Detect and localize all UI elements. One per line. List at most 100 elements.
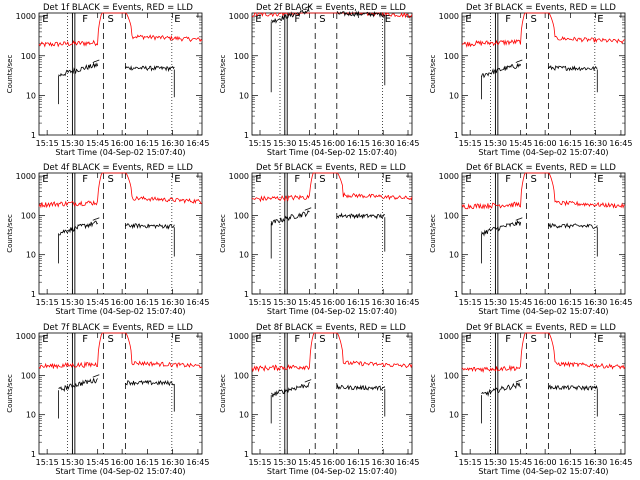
chart-title: Det 8f BLACK = Events, RED = LLD <box>256 323 406 333</box>
x-tick-label: 15:30 <box>61 458 84 467</box>
chart-panel: Det 9f BLACK = Events, RED = LLD 1 10 100 10… <box>429 323 632 476</box>
event-marker-label: E <box>174 174 180 185</box>
event-marker-label: F <box>82 14 88 25</box>
y-tick-label: 1000 <box>16 172 36 181</box>
chart-title: Det 2f BLACK = Events, RED = LLD <box>256 3 406 13</box>
event-marker-label: E <box>42 174 48 185</box>
event-marker-label: E <box>385 174 391 185</box>
y-tick-label: 10 <box>239 91 249 100</box>
y-tick-label: 1 <box>244 450 249 459</box>
x-tick-label: 15:30 <box>61 139 84 148</box>
event-marker-label: E <box>465 14 471 25</box>
event-marker-label: S <box>107 334 113 345</box>
events-series-line <box>336 383 386 391</box>
x-axis-label: Start Time (04-Sep-02 15:07:40) <box>478 148 608 157</box>
x-tick-label: 16:45 <box>396 298 419 307</box>
events-series-line <box>125 379 175 387</box>
y-axis-label: Counts/sec <box>219 214 227 253</box>
x-tick-label: 15:45 <box>298 139 321 148</box>
x-axis-label: Start Time (04-Sep-02 15:07:40) <box>478 467 608 476</box>
events-series-line <box>58 62 99 77</box>
events-series-line <box>481 62 522 79</box>
event-marker-label: E <box>597 334 603 345</box>
events-series-line <box>304 5 312 9</box>
plot-frame <box>38 332 203 455</box>
events-series-line <box>125 223 175 230</box>
x-tick-label: 16:30 <box>584 139 607 148</box>
chart-panel: Det 8f BLACK = Events, RED = LLD 1 10 100 10… <box>219 323 420 476</box>
chart-title: Det 1f BLACK = Events, RED = LLD <box>43 3 193 13</box>
x-tick-label: 16:30 <box>584 298 607 307</box>
event-marker-label: S <box>107 174 113 185</box>
x-tick-label: 15:15 <box>36 298 59 307</box>
x-tick-label: 15:45 <box>298 298 321 307</box>
y-tick-label: 1 <box>244 290 249 299</box>
x-tick-label: 16:00 <box>534 139 557 148</box>
x-tick-label: 15:30 <box>61 298 84 307</box>
y-tick-label: 100 <box>444 52 459 61</box>
y-axis-label: Counts/sec <box>6 214 14 253</box>
y-axis-label: Counts/sec <box>219 55 227 94</box>
y-tick-label: 1 <box>31 450 36 459</box>
x-tick-label: 16:00 <box>111 458 134 467</box>
y-tick-label: 1000 <box>439 172 459 181</box>
y-tick-label: 1 <box>31 131 36 140</box>
x-tick-label: 16:30 <box>372 298 395 307</box>
y-tick-label: 100 <box>444 371 459 380</box>
y-tick-label: 10 <box>239 251 249 260</box>
y-tick-label: 10 <box>449 91 459 100</box>
x-tick-label: 16:15 <box>347 139 370 148</box>
events-series-line <box>92 59 100 63</box>
event-marker-label: F <box>505 174 511 185</box>
events-series-line <box>125 65 175 73</box>
lld-series-line <box>461 332 626 373</box>
x-tick-label: 15:45 <box>509 298 532 307</box>
x-tick-label: 16:15 <box>136 139 159 148</box>
event-marker-label: S <box>319 174 325 185</box>
events-series-line <box>481 382 521 397</box>
lld-series-line <box>251 11 413 19</box>
y-tick-label: 100 <box>234 52 249 61</box>
y-tick-label: 1000 <box>439 12 459 21</box>
x-axis-label: Start Time (04-Sep-02 15:07:40) <box>478 307 608 316</box>
y-tick-label: 10 <box>449 251 459 260</box>
x-tick-label: 16:00 <box>322 139 345 148</box>
event-marker-label: S <box>530 334 536 345</box>
y-axis-label: Counts/sec <box>6 374 14 413</box>
x-tick-label: 16:00 <box>111 139 134 148</box>
y-tick-label: 10 <box>26 411 36 420</box>
x-tick-label: 15:45 <box>86 458 109 467</box>
event-marker-label: F <box>82 174 88 185</box>
event-marker-label: E <box>597 14 603 25</box>
y-axis-label: Counts/sec <box>429 55 437 94</box>
plot-frame <box>251 172 413 295</box>
x-tick-label: 15:45 <box>86 298 109 307</box>
x-tick-label: 16:00 <box>322 298 345 307</box>
x-axis-label: Start Time (04-Sep-02 15:07:40) <box>267 307 397 316</box>
plot-frame <box>461 172 626 295</box>
chart-panel: Det 7f BLACK = Events, RED = LLD 1 10 100 10… <box>6 323 209 476</box>
chart-title: Det 4f BLACK = Events, RED = LLD <box>43 163 193 173</box>
plot-frame <box>251 332 413 455</box>
y-tick-label: 100 <box>21 371 36 380</box>
x-tick-label: 15:15 <box>459 139 482 148</box>
lld-series-line <box>38 12 203 48</box>
events-series-line <box>58 378 98 392</box>
x-tick-label: 16:30 <box>161 139 184 148</box>
y-tick-label: 10 <box>449 411 459 420</box>
x-tick-label: 15:45 <box>298 458 321 467</box>
event-marker-label: S <box>530 14 536 25</box>
events-series-line <box>336 10 386 18</box>
x-tick-label: 16:15 <box>559 139 582 148</box>
y-tick-label: 100 <box>234 371 249 380</box>
event-marker-label: E <box>174 334 180 345</box>
x-tick-label: 15:30 <box>484 458 507 467</box>
event-marker-label: E <box>255 174 261 185</box>
x-tick-label: 16:15 <box>559 458 582 467</box>
events-series-line <box>548 64 598 72</box>
x-tick-label: 16:30 <box>161 458 184 467</box>
event-marker-label: E <box>42 334 48 345</box>
event-marker-label: E <box>385 334 391 345</box>
event-marker-label: F <box>294 174 300 185</box>
